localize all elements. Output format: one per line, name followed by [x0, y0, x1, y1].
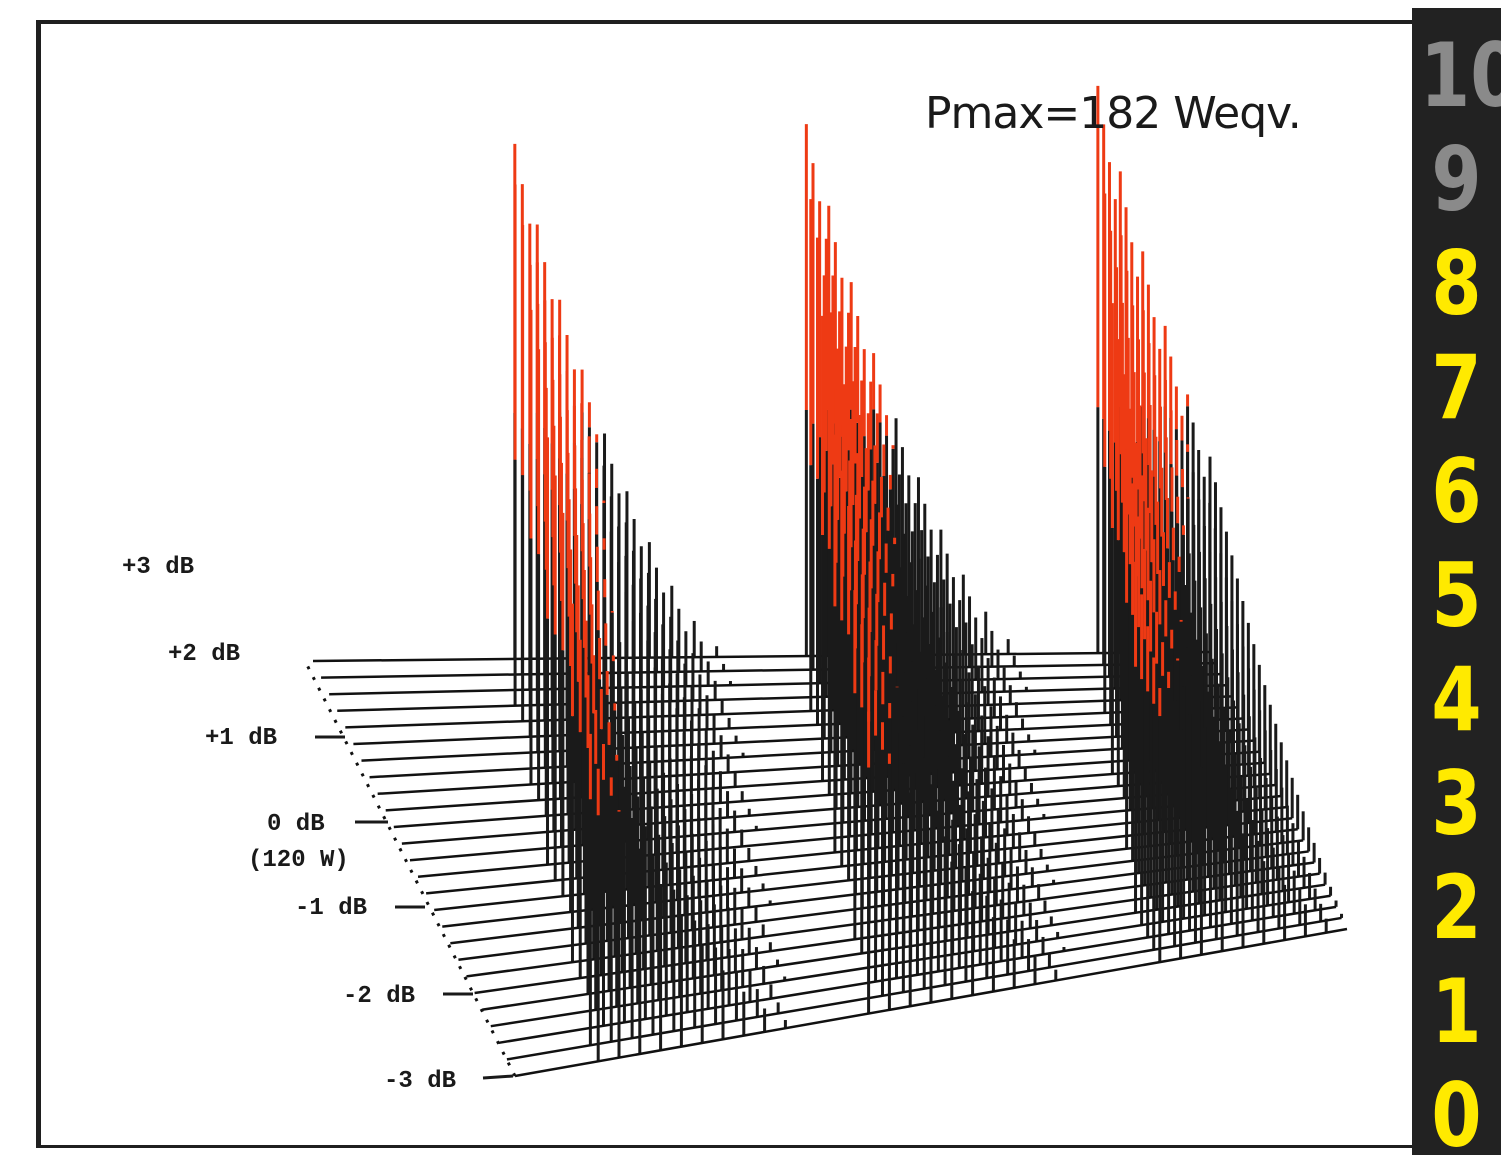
rating-number: 6: [1431, 440, 1482, 543]
track-baseline: [321, 661, 1216, 679]
track-18: [369, 267, 1250, 779]
track-baseline: [369, 728, 1249, 779]
rating-number: 4: [1431, 648, 1482, 751]
rating-number: 1: [1431, 960, 1482, 1063]
rating-number: 8: [1431, 232, 1482, 335]
level-label: -1 dB: [295, 895, 367, 922]
level-label: -3 dB: [384, 1068, 456, 1095]
track-baseline: [377, 739, 1254, 796]
level-label: -2 dB: [343, 983, 415, 1010]
track-baseline: [312, 650, 1211, 663]
level-label: +1 dB: [205, 725, 277, 752]
level-label: +2 dB: [168, 641, 240, 668]
level-label: 0 dB: [267, 811, 325, 838]
rating-number: 5: [1431, 544, 1482, 647]
chart-title: Pmax=182 Weqv.: [925, 88, 1302, 139]
track-25: [312, 85, 1212, 663]
track-17: [377, 302, 1256, 796]
waterfall-bars: [312, 85, 1348, 1078]
rating-number: 3: [1431, 752, 1482, 855]
track-baseline: [345, 695, 1232, 729]
track-baseline: [337, 683, 1227, 713]
level-axis: +3 dB +2 dB +1 dB 0 dB (120 W) -1 dB -2 dB -3 d…: [122, 554, 517, 1095]
track-baseline: [361, 717, 1243, 762]
waterfall-plot: +3 dB +2 dB +1 dB 0 dB (120 W) -1 dB -2 dB -3 d…: [122, 85, 1348, 1095]
track-baseline: [353, 706, 1238, 746]
level-label: +3 dB: [122, 554, 194, 581]
track-baseline: [329, 672, 1221, 696]
track-baseline: [514, 927, 1348, 1078]
rating-number: 0: [1431, 1064, 1482, 1167]
level-tick: [482, 1074, 514, 1080]
level-label: (120 W): [248, 847, 349, 874]
rating-number: 2: [1431, 856, 1482, 959]
rating-number: 9: [1431, 128, 1482, 231]
track-23: [329, 162, 1223, 696]
rating-number: 10: [1420, 24, 1501, 127]
track-1: [506, 657, 1344, 1061]
track-22: [337, 184, 1228, 713]
chart-frame: +3 dB +2 dB +1 dB 0 dB (120 W) -1 dB -2 dB -3 d…: [36, 20, 1412, 1148]
rating-number: 7: [1431, 336, 1482, 439]
track-19: [361, 230, 1245, 762]
rating-scale: 109876543210: [1412, 8, 1501, 1160]
track-0: [514, 688, 1348, 1078]
track-20: [353, 193, 1239, 746]
track-24: [321, 124, 1217, 679]
